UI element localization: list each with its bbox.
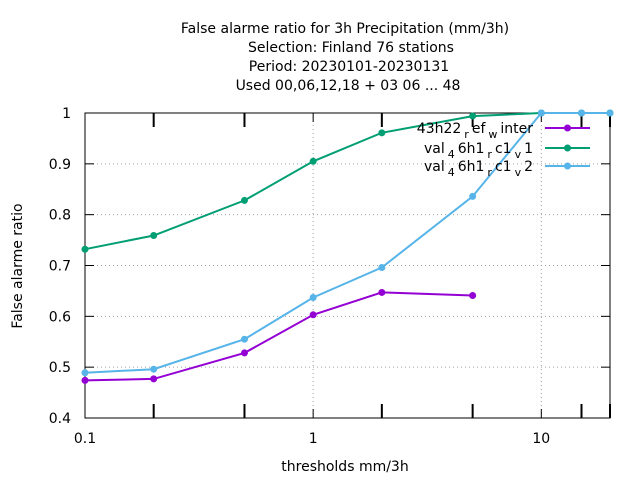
plot-frame xyxy=(84,112,611,419)
x-tick-label: 1 xyxy=(309,431,318,447)
legend-marker xyxy=(564,124,571,132)
y-tick-label: 0.6 xyxy=(49,309,71,325)
y-tick-label: 0.9 xyxy=(49,157,71,173)
y-tick-label: 0.7 xyxy=(49,259,71,275)
title-line-1: False alarme ratio for 3h Precipitation … xyxy=(181,21,509,37)
data-point xyxy=(606,109,614,117)
title-line-4: Used 00,06,12,18 + 03 06 ... 48 xyxy=(236,78,461,94)
legend-marker xyxy=(564,162,571,170)
data-point xyxy=(378,288,386,296)
data-point xyxy=(577,109,585,117)
legend-item-3: val 4 6h1 r c1 v 2 xyxy=(424,159,590,179)
axis-ticks: 0.4 0.5 0.6 0.7 0.8 0.9 1 0.1 1 10 xyxy=(49,106,611,447)
data-point xyxy=(150,365,158,373)
data-point xyxy=(150,375,158,383)
grid xyxy=(85,113,610,418)
series-line xyxy=(84,291,473,382)
data-point xyxy=(469,192,477,200)
data-point xyxy=(309,157,317,165)
legend-label: 43h22 r ef w inter xyxy=(417,121,533,141)
data-point xyxy=(81,369,89,377)
title-line-2: Selection: Finland 76 stations xyxy=(248,40,454,56)
series-2 xyxy=(81,109,614,253)
series-1 xyxy=(81,288,477,384)
data-point xyxy=(378,264,386,272)
data-point xyxy=(240,349,248,357)
x-tick-label: 0.1 xyxy=(74,431,96,447)
data-point xyxy=(537,109,545,117)
data-point xyxy=(81,245,89,253)
y-axis-label: False alarme ratio xyxy=(10,203,26,328)
legend-marker xyxy=(564,144,571,152)
legend-label: val 4 6h1 r c1 v 1 xyxy=(424,141,533,161)
y-tick-label: 0.5 xyxy=(49,360,71,376)
data-point xyxy=(469,112,477,120)
data-point xyxy=(309,294,317,302)
series-3 xyxy=(81,109,614,377)
data-point xyxy=(81,376,89,384)
x-axis-label: thresholds mm/3h xyxy=(281,459,408,475)
data-point xyxy=(150,232,158,240)
y-tick-label: 0.4 xyxy=(49,411,71,427)
y-tick-label: 0.8 xyxy=(49,208,71,224)
legend-item-1: 43h22 r ef w inter xyxy=(417,121,590,141)
data-point xyxy=(240,335,248,343)
data-point xyxy=(309,311,317,319)
x-tick-label: 10 xyxy=(532,431,550,447)
series xyxy=(81,109,614,384)
data-point xyxy=(240,196,248,204)
data-point xyxy=(378,129,386,137)
data-point xyxy=(469,291,477,299)
y-tick-label: 1 xyxy=(62,106,71,122)
legend-label: val 4 6h1 r c1 v 2 xyxy=(424,159,533,179)
title-line-3: Period: 20230101-20230131 xyxy=(249,59,449,75)
legend-item-2: val 4 6h1 r c1 v 1 xyxy=(424,141,590,161)
chart-title: False alarme ratio for 3h Precipitation … xyxy=(181,21,509,94)
